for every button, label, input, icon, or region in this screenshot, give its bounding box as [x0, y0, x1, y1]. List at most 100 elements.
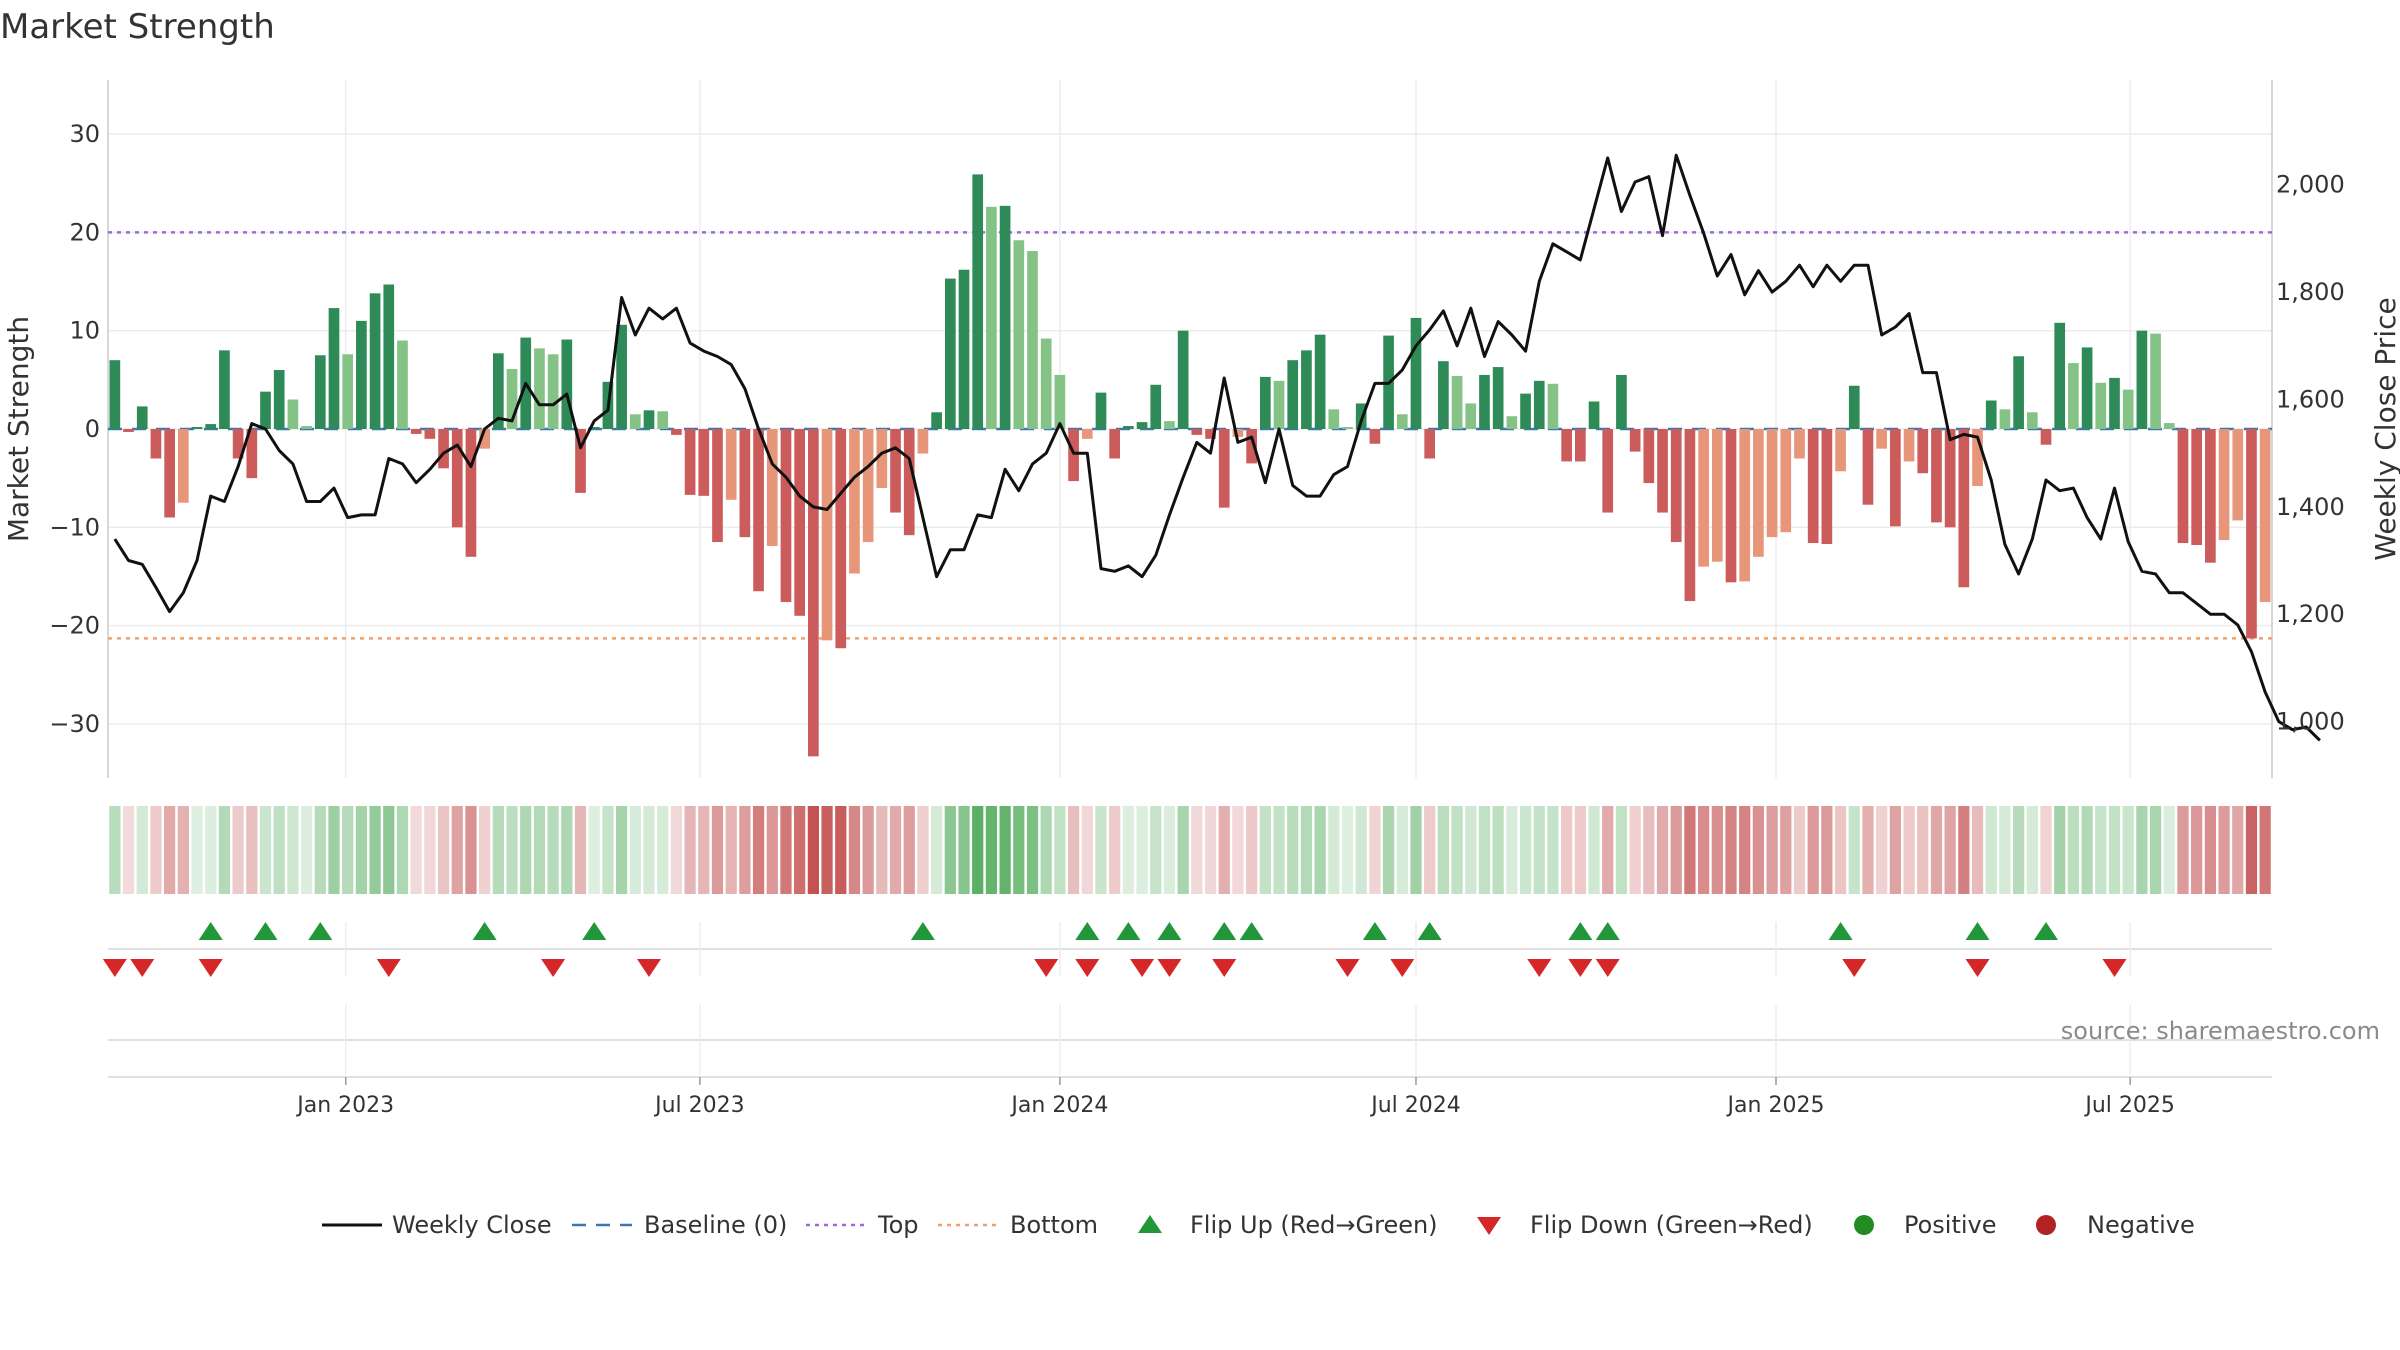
- strength-bar: [1944, 429, 1956, 528]
- flip-down-marker: [1335, 959, 1360, 977]
- strip-cell: [561, 806, 573, 894]
- strength-bar: [1931, 429, 1942, 523]
- strip-cell: [1150, 806, 1162, 894]
- strength-bar: [1985, 400, 1997, 429]
- flip-up-marker: [198, 922, 223, 940]
- strength-bar: [2026, 412, 2038, 429]
- strength-bar: [1040, 338, 1052, 429]
- strength-bar: [698, 429, 710, 496]
- strength-bar: [2095, 382, 2107, 429]
- strip-cell: [1109, 806, 1121, 894]
- strength-bar: [712, 429, 723, 543]
- legend-label: Bottom: [1010, 1211, 1098, 1239]
- strength-bar: [1054, 374, 1066, 429]
- strip-cell: [1862, 806, 1874, 894]
- strip-cell: [287, 806, 299, 894]
- strength-bar: [890, 429, 901, 513]
- strength-bar: [191, 427, 203, 429]
- strip-cell: [876, 806, 888, 894]
- strip-cell: [136, 806, 148, 894]
- strip-cell: [2026, 806, 2038, 894]
- strength-bar: [1629, 429, 1641, 452]
- strip-cell: [889, 806, 902, 894]
- legend-negative-icon: [2036, 1215, 2056, 1235]
- strip-cell: [1081, 806, 1093, 894]
- strength-bar: [1547, 383, 1559, 429]
- strength-bar: [999, 205, 1011, 429]
- strength-bar: [493, 353, 504, 429]
- strip-cell: [1287, 806, 1299, 894]
- strip-cell: [958, 806, 970, 894]
- strength-bar: [986, 206, 997, 429]
- strip-cell: [1944, 806, 1956, 894]
- flip-down-marker: [102, 959, 127, 977]
- strength-bar: [205, 424, 217, 429]
- strip-cell: [698, 806, 710, 894]
- strip-cell: [1903, 806, 1915, 894]
- strength-bar: [684, 429, 696, 495]
- strength-bar: [643, 410, 655, 429]
- strip-cell: [1889, 806, 1901, 894]
- x-tick-label: Jan 2024: [1009, 1093, 1108, 1118]
- strength-bar: [1766, 429, 1778, 538]
- flip-down-marker: [1212, 959, 1237, 977]
- flip-down-marker: [376, 959, 401, 977]
- strip-cell: [2122, 806, 2134, 894]
- strip-cell: [177, 806, 189, 894]
- strip-cell: [1547, 806, 1559, 894]
- strip-cell: [1561, 806, 1573, 894]
- strip-cell: [437, 806, 450, 894]
- strength-bar: [1438, 361, 1449, 429]
- strength-bar: [2109, 377, 2120, 429]
- legend-flip-down-icon: [1477, 1217, 1501, 1235]
- y-tick-label: 30: [69, 120, 100, 148]
- strip-cell: [259, 806, 272, 894]
- strength-bar: [1890, 429, 1901, 527]
- strength-bar: [588, 427, 600, 429]
- flip-down-marker: [1527, 959, 1552, 977]
- strength-bar: [1068, 429, 1079, 482]
- flip-up-marker: [1362, 922, 1387, 940]
- strength-bar: [273, 370, 285, 429]
- strength-bar: [1506, 416, 1518, 429]
- y-tick-label: 20: [69, 218, 100, 246]
- strip-cell: [1684, 806, 1696, 894]
- legend-item: Baseline (0): [572, 1211, 787, 1239]
- strength-bar: [2177, 429, 2189, 544]
- strength-bar: [164, 429, 175, 518]
- x-tick-label: Jul 2023: [653, 1093, 745, 1118]
- strip-cell: [1725, 806, 1737, 894]
- strip-cell: [246, 806, 258, 894]
- strength-bar: [1561, 429, 1572, 462]
- strength-bar: [766, 429, 778, 546]
- flip-up-marker: [1116, 922, 1141, 940]
- strength-bar: [150, 429, 162, 459]
- flip-down-marker: [1568, 959, 1593, 977]
- strength-bar: [671, 429, 682, 435]
- strip-cell: [1629, 806, 1641, 894]
- strip-cell: [1328, 806, 1340, 894]
- y-axis-ticks: 30 20 10 0 −10 −20 −30: [49, 120, 100, 738]
- strength-bar: [629, 414, 641, 429]
- strip-cell: [2259, 806, 2271, 894]
- strength-bar: [1109, 429, 1121, 459]
- strip-cell: [1437, 806, 1449, 894]
- strip-cell: [1697, 806, 1710, 894]
- y-tick-label: −20: [49, 612, 100, 640]
- strip-cell: [2163, 806, 2175, 894]
- strength-bar: [972, 174, 984, 429]
- flip-up-marker: [1965, 922, 1990, 940]
- strip-cell: [657, 806, 669, 894]
- strength-bar: [534, 348, 545, 429]
- strip-cell: [1793, 806, 1806, 894]
- legend-label: Flip Down (Green→Red): [1530, 1211, 1813, 1239]
- strip-cell: [588, 806, 600, 894]
- strip-cell: [465, 806, 477, 894]
- strength-bar: [1670, 429, 1682, 543]
- strip-cell: [205, 806, 217, 894]
- strength-bar: [575, 429, 586, 493]
- strip-cell: [835, 806, 847, 894]
- strip-cell: [218, 806, 231, 894]
- strength-bar: [780, 429, 792, 603]
